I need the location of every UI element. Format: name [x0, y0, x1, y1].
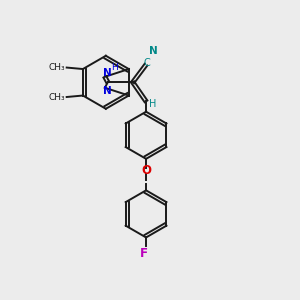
Text: N: N — [103, 68, 112, 78]
Text: CH₃: CH₃ — [49, 93, 65, 102]
Text: O: O — [141, 164, 151, 177]
Text: F: F — [140, 247, 148, 260]
Text: H: H — [111, 64, 118, 73]
Text: C: C — [143, 58, 150, 68]
Text: H: H — [149, 99, 156, 110]
Text: N: N — [103, 86, 112, 96]
Text: CH₃: CH₃ — [49, 63, 65, 72]
Text: N: N — [149, 46, 158, 56]
